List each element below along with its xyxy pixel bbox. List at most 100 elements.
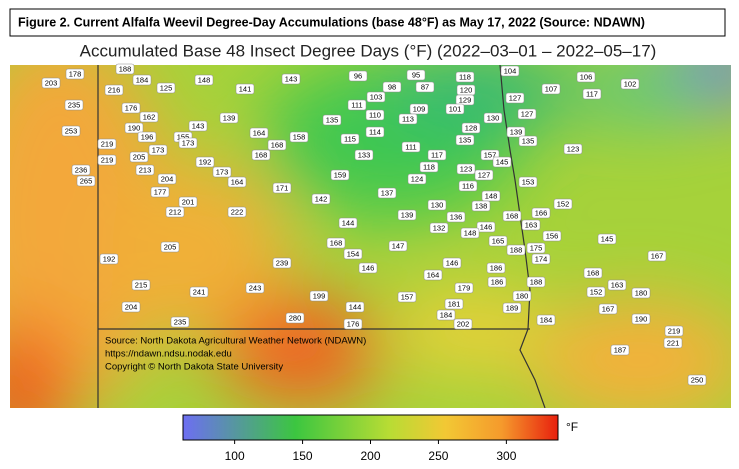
station-value: 253 — [65, 126, 78, 135]
station-box — [586, 286, 606, 298]
station-value: 235 — [174, 317, 187, 326]
station-box — [471, 200, 491, 212]
station-value: 168 — [506, 211, 519, 220]
station-value: 180 — [635, 288, 648, 297]
station-value: 184 — [136, 75, 149, 84]
station-value: 135 — [522, 136, 535, 145]
station-value: 107 — [545, 84, 558, 93]
station-value: 127 — [509, 93, 522, 102]
station-value: 141 — [239, 84, 252, 93]
station-value: 95 — [412, 70, 420, 79]
station-value: 164 — [231, 177, 244, 186]
station-value: 135 — [326, 115, 339, 124]
station-value: 146 — [480, 222, 493, 231]
station-value: 162 — [143, 112, 156, 121]
station-box — [235, 83, 255, 95]
station-value: 192 — [199, 157, 212, 166]
station-box — [442, 257, 462, 269]
station-value: 188 — [510, 245, 523, 254]
station-box — [377, 187, 397, 199]
station-value: 113 — [402, 114, 414, 123]
station-value: 148 — [464, 228, 477, 237]
station-box — [597, 233, 617, 245]
station-box — [188, 120, 208, 132]
station-box — [343, 318, 363, 330]
station-box — [76, 175, 96, 187]
station-value: 173 — [182, 138, 195, 147]
station-value: 215 — [135, 280, 148, 289]
station-box — [366, 91, 386, 103]
station-value: 176 — [347, 319, 360, 328]
station-box — [456, 163, 476, 175]
station-value: 265 — [80, 176, 93, 185]
station-box — [330, 169, 350, 181]
station-box — [365, 126, 385, 138]
station-value: 243 — [249, 283, 262, 292]
station-box — [170, 316, 190, 328]
station-box — [129, 151, 149, 163]
station-box — [517, 108, 537, 120]
station-value: 104 — [504, 66, 517, 75]
station-value: 168 — [271, 140, 284, 149]
station-box — [156, 82, 176, 94]
colorbar-unit: °F — [566, 420, 578, 434]
station-value: 173 — [152, 145, 165, 154]
station-value: 203 — [45, 78, 58, 87]
station-box — [582, 88, 602, 100]
colorbar-tick-label: 150 — [293, 449, 313, 463]
map-title: Accumulated Base 48 Insect Degree Days (… — [80, 41, 657, 60]
station-value: 196 — [141, 132, 154, 141]
station-box — [542, 230, 562, 242]
station-box — [506, 244, 526, 256]
station-value: 176 — [125, 103, 138, 112]
station-value: 111 — [405, 142, 416, 151]
station-value: 212 — [169, 207, 182, 216]
station-value: 148 — [198, 75, 211, 84]
station-box — [365, 109, 385, 121]
source: Source: North Dakota Agricultural Weathe… — [105, 336, 366, 373]
station-box — [338, 217, 358, 229]
station-value: 159 — [334, 170, 347, 179]
station-box — [65, 68, 85, 80]
station-box — [104, 84, 124, 96]
station-value: 164 — [427, 270, 440, 279]
station-box — [311, 193, 331, 205]
station-value: 124 — [411, 174, 424, 183]
station-value: 204 — [125, 302, 138, 311]
station-box — [131, 279, 151, 291]
station-box — [453, 318, 473, 330]
station-value: 216 — [108, 85, 121, 94]
caption-box — [9, 8, 726, 37]
station-value: 148 — [485, 191, 498, 200]
station-box — [267, 139, 287, 151]
station-box — [409, 103, 429, 115]
station-box — [460, 227, 480, 239]
station-box — [436, 309, 456, 321]
station-value: 192 — [103, 254, 116, 263]
station-box — [157, 173, 177, 185]
station-box — [165, 206, 185, 218]
station-box — [121, 102, 141, 114]
station-box — [631, 287, 651, 299]
station-value: 110 — [369, 110, 381, 119]
station-box — [272, 182, 292, 194]
station-box — [423, 269, 443, 281]
station-box — [444, 298, 464, 310]
station-value: 139 — [223, 113, 236, 122]
station-value: 143 — [192, 121, 205, 130]
station-box — [487, 276, 507, 288]
station-value: 127 — [478, 170, 491, 179]
station-value: 205 — [133, 152, 146, 161]
station-value: 116 — [462, 181, 474, 190]
station-value: 168 — [255, 150, 268, 159]
station-value: 184 — [440, 310, 453, 319]
station-box — [518, 135, 538, 147]
station-value: 137 — [381, 188, 394, 197]
station-box — [687, 374, 707, 386]
station-box — [445, 103, 465, 115]
station-box — [492, 156, 512, 168]
station-box — [663, 337, 683, 349]
station-box — [398, 113, 418, 125]
colorbar — [182, 414, 559, 441]
station-value: 114 — [369, 127, 381, 136]
